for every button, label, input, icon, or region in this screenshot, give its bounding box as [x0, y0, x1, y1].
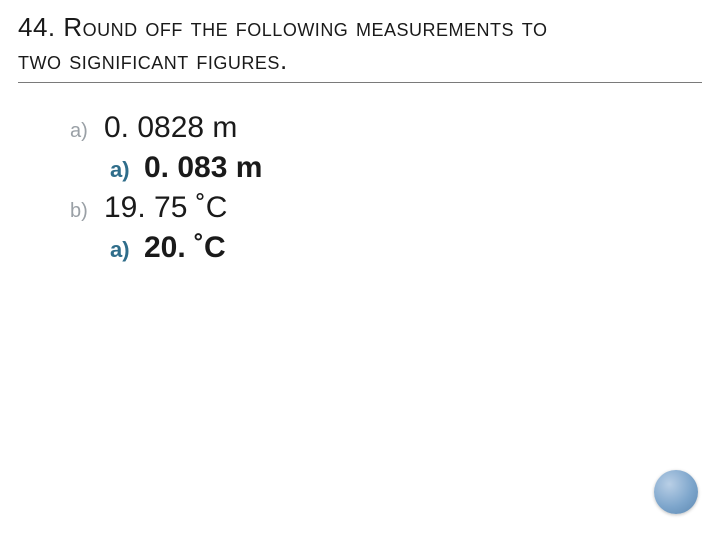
- slide: 44. Round off the following measurements…: [0, 0, 720, 540]
- item-value: 19. 75 ˚C: [104, 191, 227, 225]
- item-value: 0. 0828 m: [104, 111, 237, 145]
- title-line1: 44. Round off the following measurements…: [18, 12, 702, 43]
- item-marker: a): [110, 157, 144, 183]
- title-region: 44. Round off the following measurements…: [18, 12, 702, 83]
- item-marker: b): [70, 200, 104, 223]
- content-list: a) 0. 0828 m a) 0. 083 m b) 19. 75 ˚C a)…: [70, 111, 702, 265]
- title-line2: two significant figures.: [18, 45, 702, 76]
- item-marker: a): [110, 237, 144, 263]
- list-item: b) 19. 75 ˚C: [70, 191, 702, 225]
- item-value: 0. 083 m: [144, 151, 262, 185]
- sphere-icon: [654, 470, 698, 514]
- list-item: a) 20. ˚C: [110, 231, 702, 265]
- item-value: 20. ˚C: [144, 231, 226, 265]
- list-item: a) 0. 083 m: [110, 151, 702, 185]
- list-item: a) 0. 0828 m: [70, 111, 702, 145]
- item-marker: a): [70, 120, 104, 143]
